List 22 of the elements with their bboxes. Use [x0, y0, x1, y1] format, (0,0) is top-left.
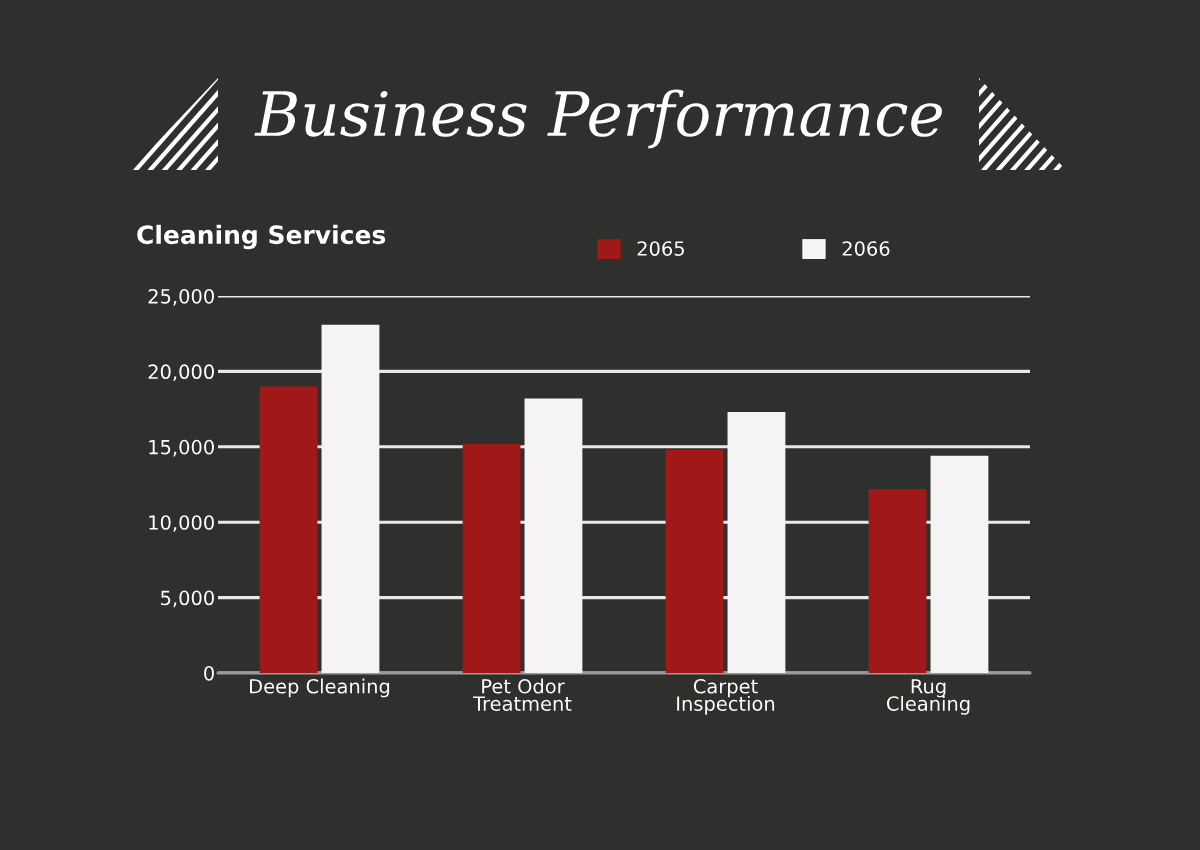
y-tick-label: 5,000: [161, 590, 214, 608]
bar: [868, 489, 927, 673]
bar: [321, 324, 380, 673]
x-tick-label: Deep Cleaning: [250, 678, 390, 698]
bar: [462, 443, 521, 673]
x-tick-label: Rug Cleaning: [886, 679, 970, 715]
bar: [665, 449, 724, 673]
bar: [727, 412, 786, 673]
legend-label: 2065: [637, 241, 684, 256]
y-tick-label: 0: [204, 665, 214, 681]
chart-title: Business Performance: [254, 89, 942, 149]
bar: [259, 386, 318, 673]
y-tick-label: 10,000: [149, 515, 214, 532]
y-tick-label: 15,000: [149, 439, 214, 457]
bar: [930, 455, 989, 673]
chart-subtitle: Cleaning Services: [137, 224, 386, 250]
x-tick-label: Carpet Inspection: [677, 678, 775, 715]
legend-label: 2066: [842, 241, 890, 256]
y-tick-label: 20,000: [148, 364, 214, 382]
x-tick-label: Pet Odor Treatment: [472, 678, 572, 711]
y-tick-label: 25,000: [148, 288, 214, 306]
bar: [524, 398, 583, 673]
